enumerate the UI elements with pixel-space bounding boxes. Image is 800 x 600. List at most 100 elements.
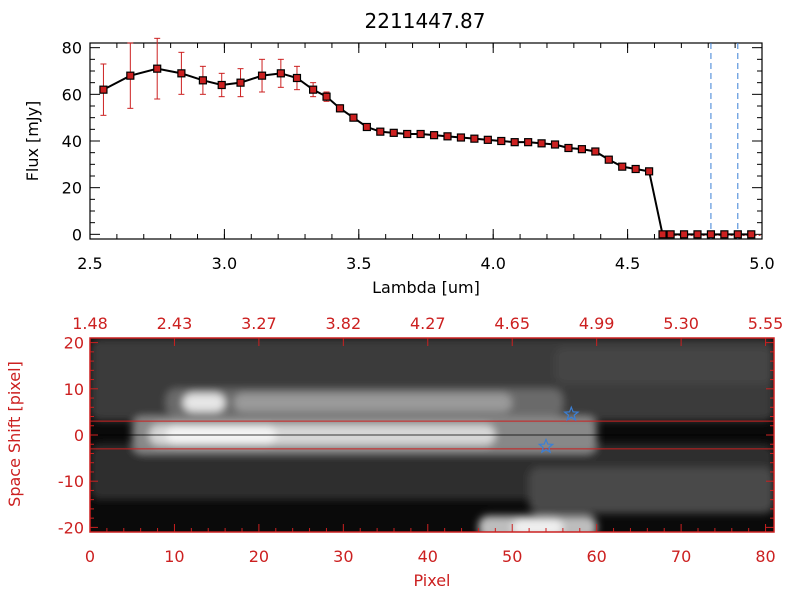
data-point [99,85,108,94]
pixel-tick-label: 20 [249,547,269,566]
data-point [645,167,654,176]
y-tick-label: 0 [72,225,82,244]
pixel-tick-label: 80 [755,547,775,566]
data-point [362,122,371,132]
pixel-tick-label: 40 [418,547,438,566]
space-shift-axis-label: Space Shift [pixel] [5,361,24,507]
intensity-region [554,347,774,385]
wavelength-tick-label: 3.27 [241,314,277,333]
data-point [604,155,613,164]
intensity-region [233,393,513,412]
data-point [309,85,318,94]
pixel-tick-label: 10 [164,547,184,566]
dashed-marker-lines [710,43,739,239]
intensity-region [182,393,226,412]
data-point [217,80,226,90]
data-point [733,230,742,239]
pixel-tick-label: 50 [502,547,522,566]
data-point [550,140,560,149]
pixel-tick-label: 70 [671,547,691,566]
data-point [618,162,627,171]
data-point [335,104,345,113]
source-star [563,405,580,422]
wavelength-tick-label: 4.99 [579,314,615,333]
data-point [443,132,452,141]
data-point [236,78,245,87]
wavelength-tick-label: 5.30 [663,314,699,333]
data-point [403,129,412,139]
data-point [510,138,519,147]
data-point [376,127,385,136]
shift-tick-label: 20 [64,334,84,353]
data-point [198,76,207,85]
data-point [470,134,479,143]
pixel-axis-label: Pixel [413,571,450,590]
data-point [693,230,702,239]
source-star [537,437,555,454]
data-point [389,128,398,137]
y-tick-label: 80 [62,39,82,58]
data-point [577,145,587,154]
spectrum-frame [89,42,763,240]
flux-markers [99,64,756,239]
image-intensity [90,338,774,532]
wavelength-tick-label: 1.48 [72,314,108,333]
x-tick-label: 4.5 [615,254,640,273]
y-tick-label: 60 [62,85,82,104]
data-point [456,133,466,142]
data-point [257,71,267,80]
pixel-tick-label: 30 [333,547,353,566]
pixel-tick-label: 60 [586,547,606,566]
x-tick-label: 3.0 [212,254,237,273]
data-point [416,129,425,139]
data-point [631,164,640,174]
data-point [349,113,358,122]
data-point [126,71,135,80]
data-point [177,69,186,78]
data-point [658,230,667,239]
data-point [720,230,729,239]
chart-title: 2211447.87 [365,9,486,33]
wavelength-tick-label: 4.65 [494,314,530,333]
intensity-region [512,518,563,532]
spectrum-panel: 2211447.87 2.5 3.0 3.5 4.0 4.5 5.0 0 20 40 60 80 L… [23,9,775,297]
pixel-tick-label: 0 [85,547,95,566]
wavelength-tick-label: 2.43 [157,314,193,333]
y-axis-label: Flux [mJy] [23,101,42,182]
data-point [429,131,439,140]
data-point [564,143,573,153]
intensity-region [529,467,774,514]
data-point [497,136,506,146]
wavelength-tick-label: 3.82 [326,314,362,333]
wavelength-tick-label: 5.55 [748,314,784,333]
shift-tick-label: -20 [58,518,84,537]
data-point [292,73,302,83]
data-point [537,139,546,148]
data-point [591,147,600,156]
data-point [666,230,675,239]
data-point [322,92,331,101]
x-tick-label: 4.0 [480,254,505,273]
data-point [483,135,492,144]
data-point [153,64,162,73]
x-tick-label: 3.5 [346,254,371,273]
shift-tick-label: 10 [64,380,84,399]
y-tick-label: 20 [62,179,82,198]
data-point [747,230,756,239]
aperture-lines [90,420,774,450]
source-stars [537,405,580,454]
data-point [679,230,689,239]
y-tick-label: 40 [62,132,82,151]
shift-tick-label: -10 [58,472,84,491]
shift-tick-label: 0 [74,426,84,445]
data-point [276,69,285,78]
spectrogram-image [90,338,774,532]
data-point [706,230,716,239]
data-point [524,138,533,147]
x-axis-label: Lambda [um] [372,278,480,297]
x-tick-label: 2.5 [77,254,102,273]
flux-line [102,67,752,236]
